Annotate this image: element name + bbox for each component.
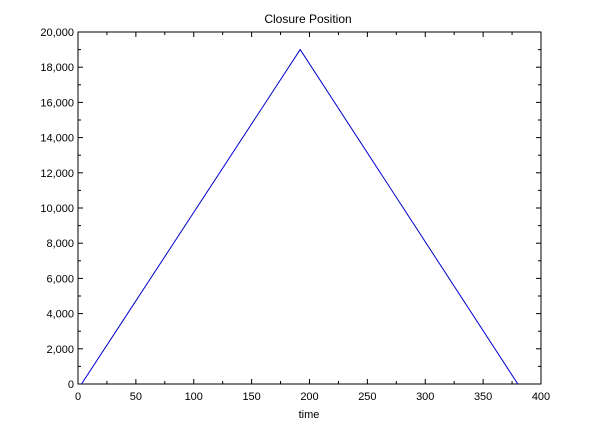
y-axis: 0 2,000 4,000 6,000 8,000 10,000 12,000 14,000 1… [40,27,541,391]
y-tick-label: 14,000 [40,133,74,145]
y-tick-label: 20,000 [40,27,74,39]
chart-title: Closure Position [264,12,351,26]
series-layer [81,48,519,385]
y-tick-label: 4,000 [46,309,74,321]
x-tick-label: 300 [416,391,434,403]
x-tick-label: 0 [75,391,81,403]
y-tick-label: 12,000 [40,168,74,180]
x-tick-label: 200 [300,391,318,403]
x-tick-label: 350 [474,391,492,403]
y-tick-label: 6,000 [46,273,74,285]
y-tick-label: 18,000 [40,62,74,74]
x-tick-label: 50 [130,391,142,403]
x-axis: 0 50 100 150 200 250 300 350 400 [75,32,550,403]
x-tick-label: 100 [185,391,203,403]
x-tick-label: 250 [358,391,376,403]
y-tick-label: 0 [68,379,74,391]
y-tick-label: 8,000 [46,238,74,250]
y-tick-label: 2,000 [46,344,74,356]
plot-area [77,31,542,385]
y-tick-label: 10,000 [40,203,74,215]
series-line [81,48,519,385]
x-axis-label: time [299,409,320,421]
y-tick-label: 16,000 [40,97,74,109]
x-tick-label: 150 [242,391,260,403]
x-tick-label: 400 [532,391,550,403]
